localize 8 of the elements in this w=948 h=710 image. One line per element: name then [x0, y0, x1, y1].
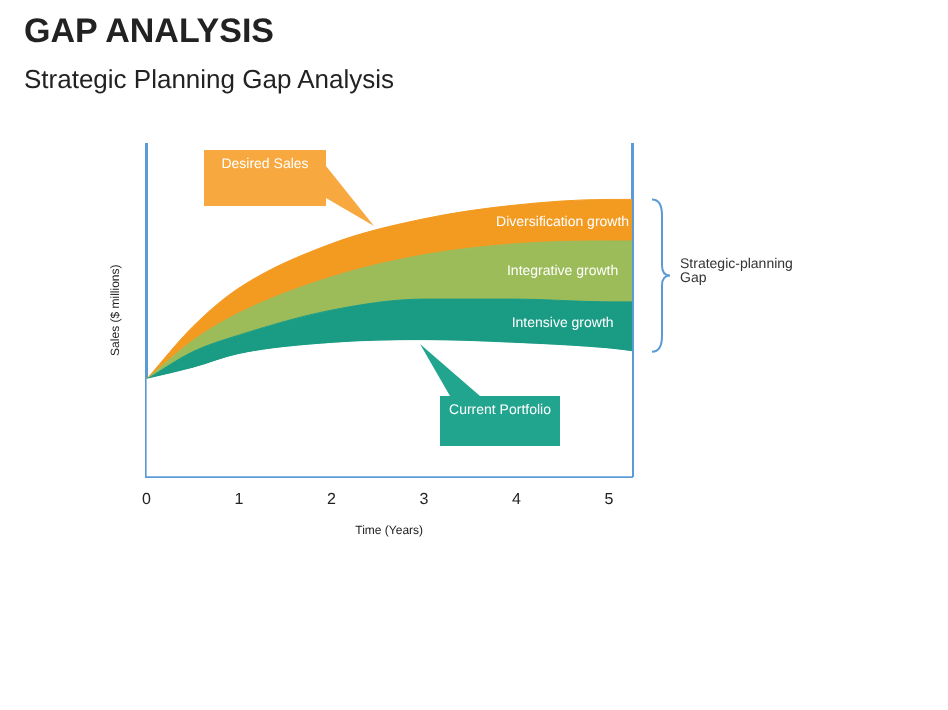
x-tick-label: 1 — [234, 490, 245, 509]
chart-title: GAP ANALYSIS — [24, 12, 275, 52]
x-tick-label: 4 — [511, 490, 522, 509]
x-tick-label: 0 — [141, 490, 152, 509]
chart-subtitle: Strategic Planning Gap Analysis — [24, 64, 394, 94]
x-tick-label: 3 — [419, 490, 430, 509]
x-tick-label: 2 — [326, 490, 337, 509]
x-tick-label: 5 — [604, 490, 615, 509]
